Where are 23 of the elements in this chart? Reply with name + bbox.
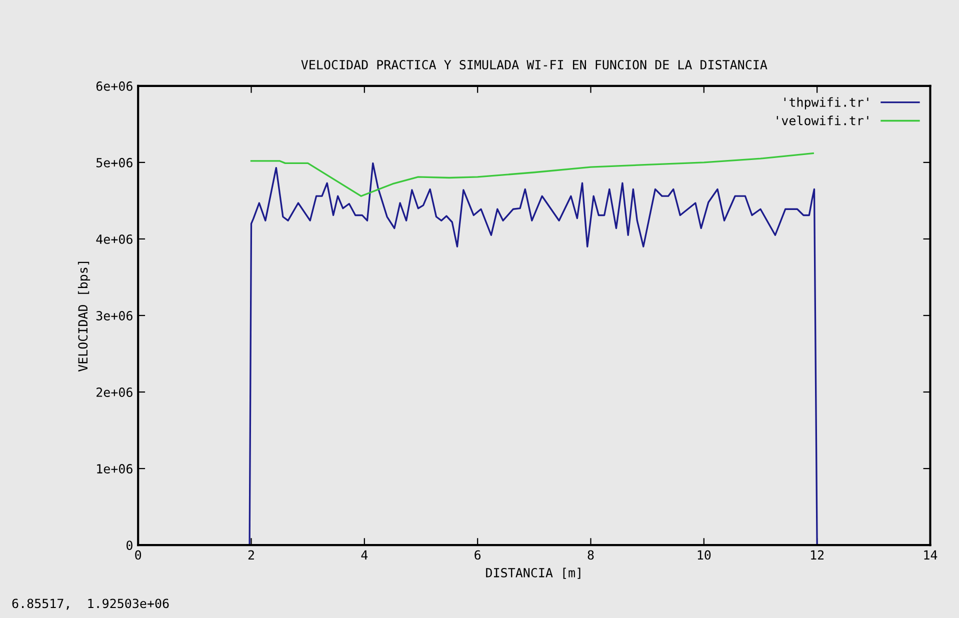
line-series bbox=[248, 162, 818, 546]
x-tick-label: 0 bbox=[135, 550, 142, 560]
x-tick-label: 2 bbox=[248, 550, 254, 560]
x-tick-label: 14 bbox=[924, 550, 938, 560]
y-tick-label: 2e+06 bbox=[96, 388, 132, 397]
x-axis-title: DISTANCIA [m] bbox=[486, 568, 580, 579]
line-series bbox=[250, 152, 814, 197]
x-tick-label: 4 bbox=[361, 550, 368, 560]
y-tick-label: 6e+06 bbox=[96, 81, 132, 91]
x-tick-label: 6 bbox=[474, 550, 481, 560]
chart-title: VELOCIDAD PRACTICA Y SIMULADA WI-FI EN FUNCION DE LA DISTANCIA bbox=[301, 60, 768, 70]
x-tick-label: 8 bbox=[588, 550, 594, 560]
text: 6.85517, 1.92503e+06 bbox=[12, 598, 169, 610]
legend-label: 'thpwifi.tr' bbox=[784, 97, 868, 110]
y-tick-label: 1e+06 bbox=[97, 464, 132, 474]
y-axis-title: VELOCIDAD [bps] bbox=[78, 262, 90, 372]
y-tick-label: 5e+06 bbox=[96, 158, 132, 168]
y-tick-label: 3e+06 bbox=[96, 310, 132, 320]
x-tick-label: 10 bbox=[698, 550, 711, 560]
legend-label: 'velowifi.tr' bbox=[776, 116, 868, 126]
y-tick-label: 4e+06 bbox=[96, 234, 132, 244]
y-tick-label: 0 bbox=[126, 540, 132, 550]
x-tick-label: 12 bbox=[811, 550, 824, 560]
